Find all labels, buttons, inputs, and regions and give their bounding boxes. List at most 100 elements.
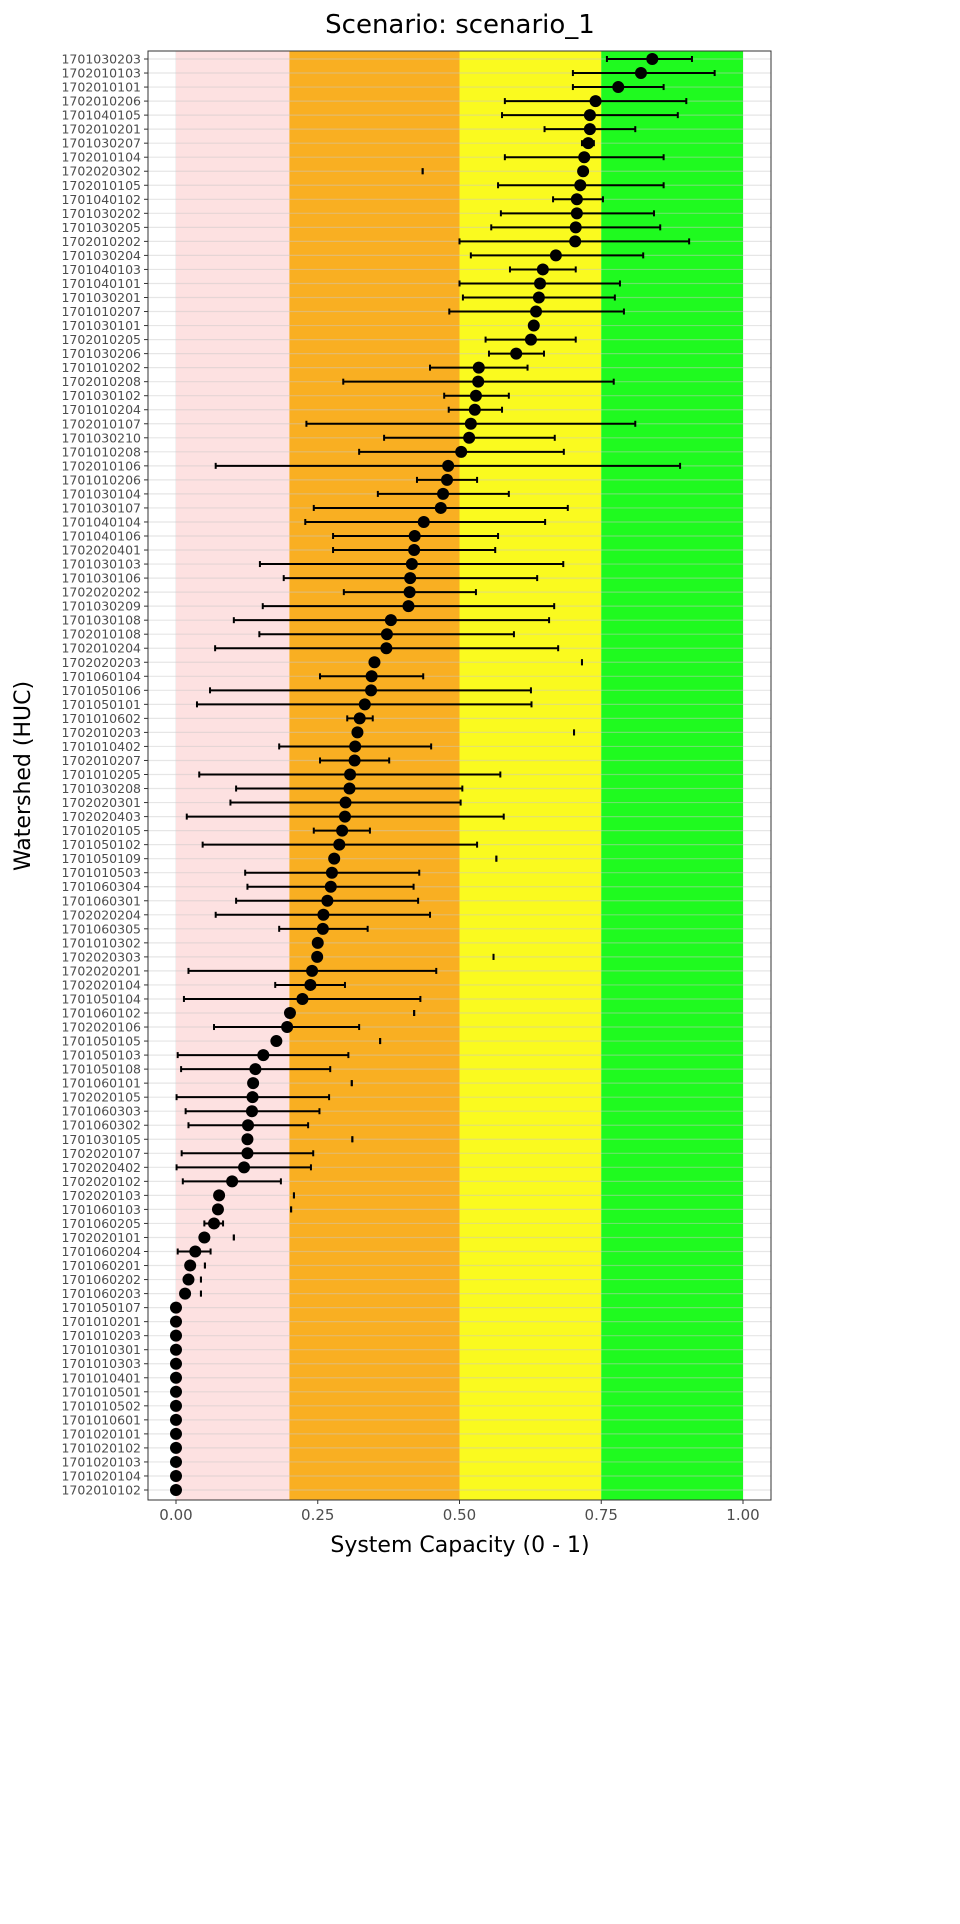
y-tick-label: 1701050106 <box>61 683 141 698</box>
data-point <box>170 1357 182 1370</box>
data-point <box>583 123 596 136</box>
data-point <box>455 445 468 458</box>
y-tick-label: 1701030106 <box>61 571 141 586</box>
y-tick-label: 1701030202 <box>61 206 141 221</box>
y-tick-label: 1701060203 <box>61 1286 141 1301</box>
y-tick-label: 1702010208 <box>61 374 141 389</box>
y-tick-label: 1702010106 <box>61 458 141 473</box>
y-tick-label: 1702010101 <box>61 80 141 95</box>
data-point <box>336 824 349 837</box>
data-point <box>325 866 338 879</box>
y-tick-label: 1702010201 <box>61 122 141 137</box>
y-tick-label: 1702020105 <box>61 1090 141 1105</box>
y-tick-label: 1701030108 <box>61 613 141 628</box>
y-tick-label: 1701010401 <box>61 1370 141 1385</box>
data-point <box>311 936 324 949</box>
y-tick-label: 1702010105 <box>61 178 141 193</box>
data-point <box>384 614 397 627</box>
x-tick-label: 0.00 <box>159 1506 192 1524</box>
data-point <box>170 1455 182 1468</box>
y-tick-label: 1701060301 <box>61 893 141 908</box>
data-point <box>583 109 596 122</box>
y-tick-label: 1701010203 <box>61 1328 141 1343</box>
y-tick-label: 1701020103 <box>61 1454 141 1469</box>
data-point <box>170 1399 182 1412</box>
data-point <box>241 1147 254 1160</box>
data-point <box>184 1259 197 1272</box>
data-point <box>569 235 582 248</box>
y-tick-label: 1701010206 <box>61 472 141 487</box>
y-tick-label: 1701050108 <box>61 1062 141 1077</box>
data-point <box>349 740 362 753</box>
data-point <box>527 319 540 332</box>
data-point <box>238 1161 251 1174</box>
data-point <box>405 558 418 571</box>
data-point <box>437 487 450 500</box>
y-tick-label: 1701060201 <box>61 1258 141 1273</box>
data-point <box>247 1077 260 1090</box>
data-marks <box>170 53 716 1496</box>
data-point <box>510 347 523 360</box>
y-tick-label: 1701030102 <box>61 388 141 403</box>
x-axis: 0.00 0.25 0.50 0.75 1.00 <box>159 1500 760 1524</box>
data-point <box>530 305 543 318</box>
data-point <box>365 684 378 697</box>
y-tick-label: 1701050102 <box>61 837 141 852</box>
data-point <box>574 179 587 192</box>
y-tick-label: 1702020201 <box>61 963 141 978</box>
y-tick-label: 1701060101 <box>61 1076 141 1091</box>
y-tick-label: 1701060302 <box>61 1118 141 1133</box>
y-tick-label: 1702010102 <box>61 1483 141 1498</box>
y-tick-label: 1701030104 <box>61 486 141 501</box>
data-point <box>257 1049 270 1062</box>
y-tick-label: 1702020107 <box>61 1146 141 1161</box>
y-tick-label: 1701010208 <box>61 444 141 459</box>
data-point <box>333 838 346 851</box>
data-point <box>170 1315 182 1328</box>
y-tick-label: 1702020303 <box>61 949 141 964</box>
y-tick-label: 1701030209 <box>61 599 141 614</box>
y-tick-label: 1702020401 <box>61 543 141 558</box>
data-point <box>403 586 416 599</box>
data-point <box>646 53 659 65</box>
x-axis-title: System Capacity (0 - 1) <box>330 1533 589 1558</box>
y-tick-label: 1701060202 <box>61 1272 141 1287</box>
data-point <box>324 880 337 893</box>
y-tick-label: 1702020104 <box>61 977 141 992</box>
data-point <box>170 1301 182 1314</box>
y-tick-label: 1701010501 <box>61 1384 141 1399</box>
data-point <box>198 1231 211 1244</box>
y-tick-label: 1701050107 <box>61 1300 141 1315</box>
y-tick-label: 1701030103 <box>61 557 141 572</box>
y-tick-label: 1701010204 <box>61 402 141 417</box>
data-point <box>170 1427 182 1440</box>
y-tick-label: 1701030107 <box>61 500 141 515</box>
data-point <box>338 810 351 823</box>
data-point <box>577 165 590 178</box>
y-tick-label: 1702010108 <box>61 627 141 642</box>
y-tick-label: 1701060304 <box>61 879 141 894</box>
data-point <box>368 656 381 669</box>
y-tick-label: 1701010601 <box>61 1412 141 1427</box>
data-point <box>306 964 319 977</box>
data-point <box>570 193 583 206</box>
y-tick-label: 1702020302 <box>61 164 141 179</box>
y-tick-label: 1702020102 <box>61 1174 141 1189</box>
y-tick-label: 1701010301 <box>61 1342 141 1357</box>
data-point <box>351 726 364 739</box>
data-point <box>170 1371 182 1384</box>
y-tick-label: 1701020104 <box>61 1468 141 1483</box>
data-point <box>549 249 562 262</box>
y-tick-label: 1701010207 <box>61 304 141 319</box>
chart-title: Scenario: scenario_1 <box>325 10 595 40</box>
data-point <box>304 978 317 991</box>
y-tick-label: 1702010204 <box>61 641 141 656</box>
data-point <box>245 1105 258 1118</box>
data-point <box>589 95 602 108</box>
data-point <box>296 992 309 1005</box>
y-tick-label: 1701030210 <box>61 430 141 445</box>
y-tick-label: 1701010205 <box>61 767 141 782</box>
y-tick-label: 1702010207 <box>61 753 141 768</box>
data-point <box>211 1203 224 1216</box>
y-tick-label: 1701030105 <box>61 1132 141 1147</box>
